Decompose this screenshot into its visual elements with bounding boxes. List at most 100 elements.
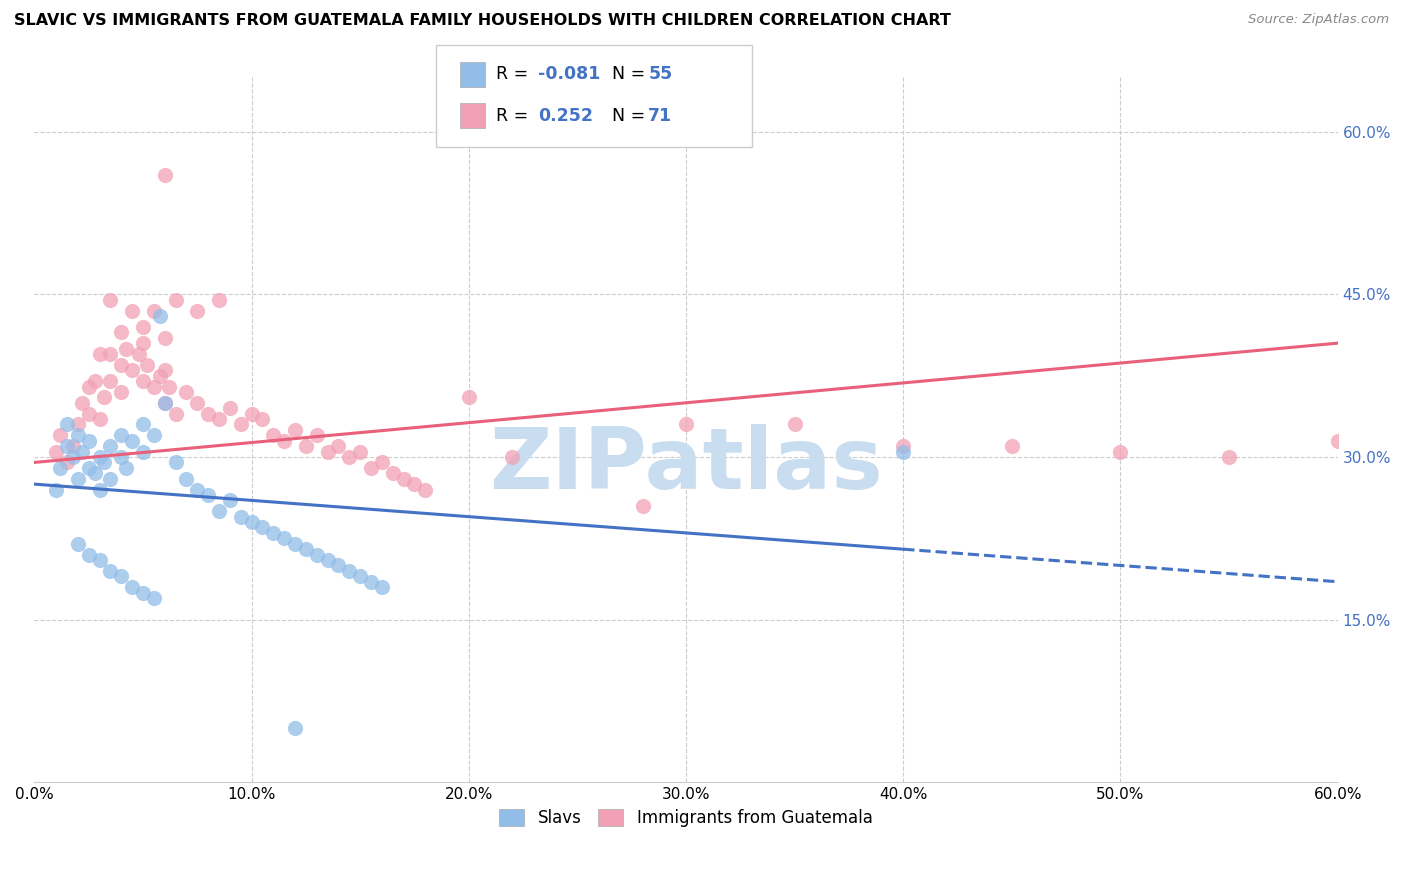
Point xyxy=(70,396,93,410)
Point xyxy=(56,417,79,432)
Point xyxy=(93,455,115,469)
Point xyxy=(62,450,84,464)
Point xyxy=(197,407,219,421)
Point xyxy=(337,564,360,578)
Point xyxy=(110,569,132,583)
Point xyxy=(142,591,165,605)
Text: -0.081: -0.081 xyxy=(538,65,600,83)
Point xyxy=(121,580,143,594)
Point xyxy=(360,574,382,589)
Point xyxy=(284,721,307,735)
Point xyxy=(89,347,111,361)
Point xyxy=(392,472,415,486)
Point xyxy=(110,428,132,442)
Point xyxy=(218,493,240,508)
Point xyxy=(100,347,122,361)
Point xyxy=(93,390,115,404)
Point xyxy=(229,509,252,524)
Point xyxy=(328,439,350,453)
Point xyxy=(501,450,523,464)
Point xyxy=(149,309,172,323)
Text: 71: 71 xyxy=(648,107,672,125)
Point xyxy=(157,379,180,393)
Point xyxy=(132,417,155,432)
Point xyxy=(208,504,231,518)
Point xyxy=(100,439,122,453)
Point xyxy=(62,439,84,453)
Point xyxy=(121,363,143,377)
Point xyxy=(153,331,176,345)
Point xyxy=(142,379,165,393)
Point xyxy=(77,548,100,562)
Point xyxy=(349,444,371,458)
Point xyxy=(89,412,111,426)
Point xyxy=(305,428,328,442)
Point xyxy=(262,525,284,540)
Point xyxy=(66,428,89,442)
Point xyxy=(77,460,100,475)
Text: R =: R = xyxy=(496,107,540,125)
Point xyxy=(891,439,914,453)
Point xyxy=(252,412,274,426)
Text: SLAVIC VS IMMIGRANTS FROM GUATEMALA FAMILY HOUSEHOLDS WITH CHILDREN CORRELATION : SLAVIC VS IMMIGRANTS FROM GUATEMALA FAMI… xyxy=(14,13,950,29)
Point xyxy=(218,401,240,416)
Point xyxy=(132,319,155,334)
Point xyxy=(142,303,165,318)
Point xyxy=(165,455,187,469)
Point xyxy=(197,488,219,502)
Text: 0.252: 0.252 xyxy=(538,107,593,125)
Point xyxy=(45,444,67,458)
Point xyxy=(110,358,132,372)
Point xyxy=(100,564,122,578)
Text: 55: 55 xyxy=(648,65,672,83)
Point xyxy=(273,532,295,546)
Point xyxy=(229,417,252,432)
Legend: Slavs, Immigrants from Guatemala: Slavs, Immigrants from Guatemala xyxy=(492,803,879,834)
Point xyxy=(360,460,382,475)
Point xyxy=(1109,444,1132,458)
Point xyxy=(349,569,371,583)
Point xyxy=(316,444,339,458)
Point xyxy=(110,450,132,464)
Point xyxy=(1326,434,1348,448)
Point xyxy=(114,460,136,475)
Point xyxy=(381,467,404,481)
Point xyxy=(77,379,100,393)
Point xyxy=(89,483,111,497)
Point xyxy=(66,472,89,486)
Point xyxy=(371,455,394,469)
Point xyxy=(404,477,426,491)
Point xyxy=(273,434,295,448)
Point xyxy=(153,396,176,410)
Point xyxy=(337,450,360,464)
Point xyxy=(49,428,72,442)
Point xyxy=(132,585,155,599)
Point xyxy=(305,548,328,562)
Point xyxy=(316,553,339,567)
Point xyxy=(149,368,172,383)
Point xyxy=(186,396,208,410)
Text: ZIPatlas: ZIPatlas xyxy=(489,424,883,507)
Point xyxy=(631,499,654,513)
Point xyxy=(153,396,176,410)
Point xyxy=(77,407,100,421)
Point xyxy=(70,444,93,458)
Point xyxy=(153,168,176,182)
Point xyxy=(49,460,72,475)
Point xyxy=(66,417,89,432)
Point xyxy=(371,580,394,594)
Point xyxy=(132,374,155,388)
Point xyxy=(84,467,107,481)
Text: N =: N = xyxy=(612,107,651,125)
Point xyxy=(284,537,307,551)
Point xyxy=(176,472,198,486)
Point xyxy=(132,444,155,458)
Point xyxy=(110,384,132,399)
Point xyxy=(252,520,274,534)
Point xyxy=(295,439,318,453)
Point xyxy=(457,390,479,404)
Point xyxy=(240,407,263,421)
Point xyxy=(165,407,187,421)
Point xyxy=(132,336,155,351)
Point xyxy=(415,483,437,497)
